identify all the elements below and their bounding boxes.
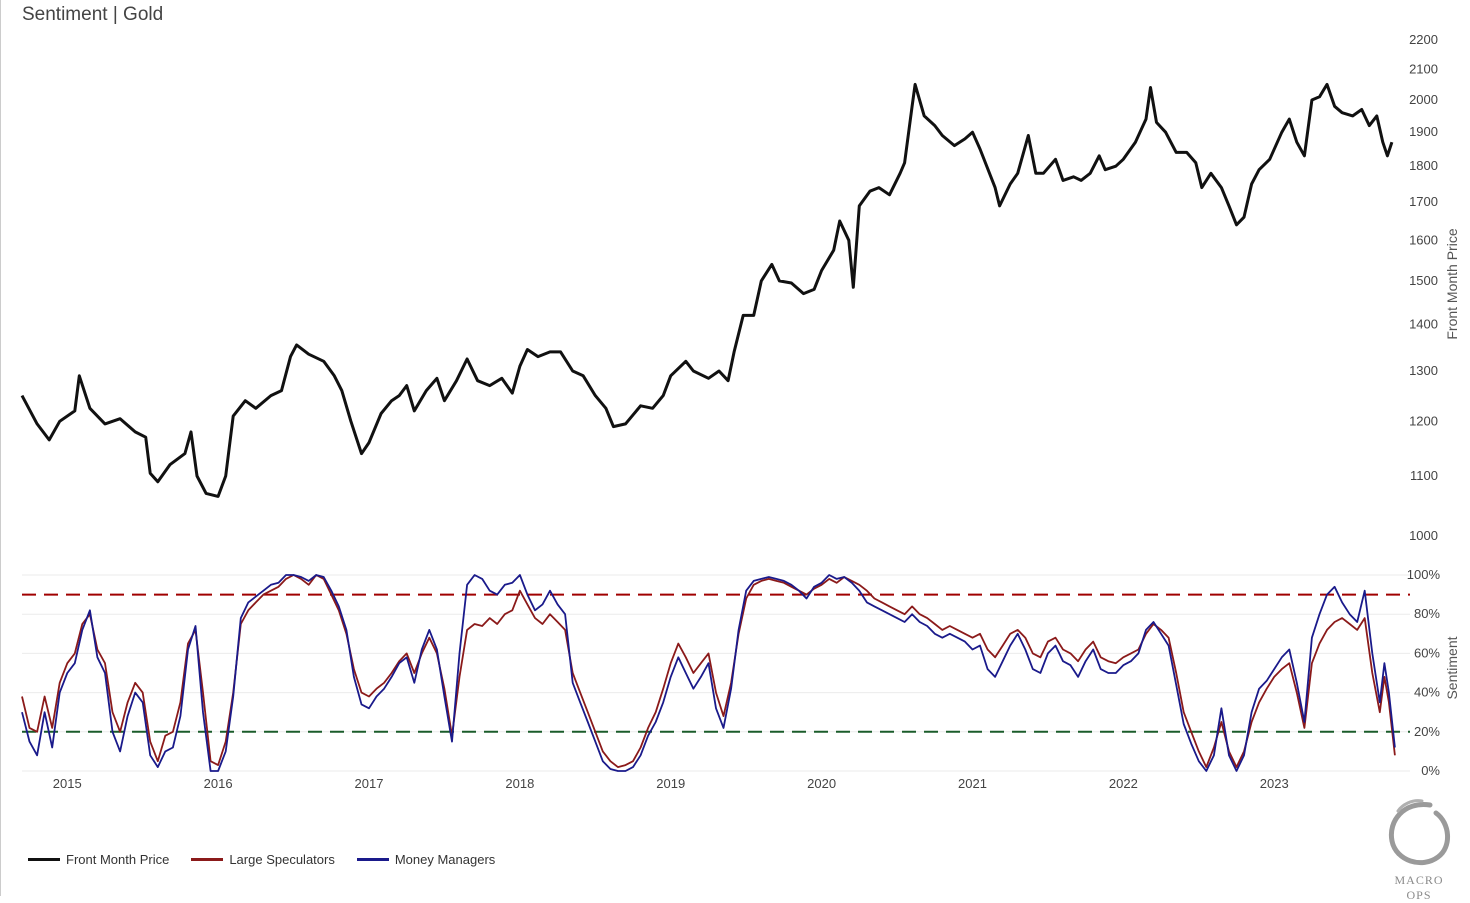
- legend-item-money-managers[interactable]: Money Managers: [356, 852, 496, 867]
- x-tick-label: 2016: [204, 776, 233, 791]
- x-tick-label: 2020: [807, 776, 836, 791]
- x-tick-label: 2018: [505, 776, 534, 791]
- legend: Front Month Price Large Speculators Mone…: [28, 852, 495, 867]
- series-line-large-speculators: [21, 574, 1396, 768]
- sentiment-tick-label: 80%: [1414, 606, 1440, 621]
- sentiment-tick-label: 100%: [1407, 567, 1441, 582]
- legend-label-money-managers: Money Managers: [394, 852, 496, 867]
- price-tick-label: 1900: [1409, 124, 1438, 139]
- legend-swatch-price: [28, 858, 60, 861]
- chart-title: Sentiment | Gold: [22, 4, 164, 25]
- enso-circle-icon: [1388, 799, 1450, 866]
- x-tick-label: 2021: [958, 776, 987, 791]
- x-tick-label: 2023: [1260, 776, 1289, 791]
- price-tick-label: 2100: [1409, 61, 1438, 76]
- x-tick-label: 2015: [53, 776, 82, 791]
- price-tick-label: 1500: [1409, 273, 1438, 288]
- price-tick-label: 2000: [1409, 92, 1438, 107]
- price-tick-label: 1400: [1409, 316, 1438, 331]
- legend-label-price: Front Month Price: [66, 852, 170, 867]
- price-tick-label: 1200: [1409, 413, 1438, 428]
- sentiment-tick-label: 40%: [1414, 685, 1440, 700]
- x-tick-label: 2022: [1109, 776, 1138, 791]
- legend-item-price[interactable]: Front Month Price: [28, 852, 169, 867]
- sentiment-axis-title: Sentiment: [1444, 636, 1460, 699]
- series-line-money-managers: [21, 574, 1396, 772]
- x-tick-label: 2017: [355, 776, 384, 791]
- price-tick-label: 1600: [1409, 232, 1438, 247]
- price-tick-label: 1000: [1409, 528, 1438, 543]
- sentiment-tick-label: 20%: [1414, 724, 1440, 739]
- price-tick-label: 1300: [1409, 363, 1438, 378]
- price-tick-label: 1800: [1409, 158, 1438, 173]
- legend-swatch-large-speculators: [191, 858, 224, 861]
- sentiment-tick-label: 60%: [1414, 645, 1440, 660]
- x-tick-label: 2019: [656, 776, 685, 791]
- legend-label-large-speculators: Large Speculators: [229, 852, 335, 867]
- legend-item-large-speculators[interactable]: Large Speculators: [191, 852, 335, 867]
- series-line-front-month-price: [20, 82, 1394, 498]
- price-axis-title: Front Month Price: [1444, 228, 1460, 339]
- macro-ops-logo: MACRO OPS: [1382, 797, 1456, 902]
- logo-text: MACRO OPS: [1394, 873, 1444, 902]
- price-tick-label: 2200: [1409, 32, 1438, 47]
- legend-swatch-money-managers: [356, 858, 389, 861]
- sentiment-tick-label: 0%: [1421, 763, 1440, 778]
- price-tick-label: 1700: [1409, 194, 1438, 209]
- price-tick-label: 1100: [1410, 468, 1438, 483]
